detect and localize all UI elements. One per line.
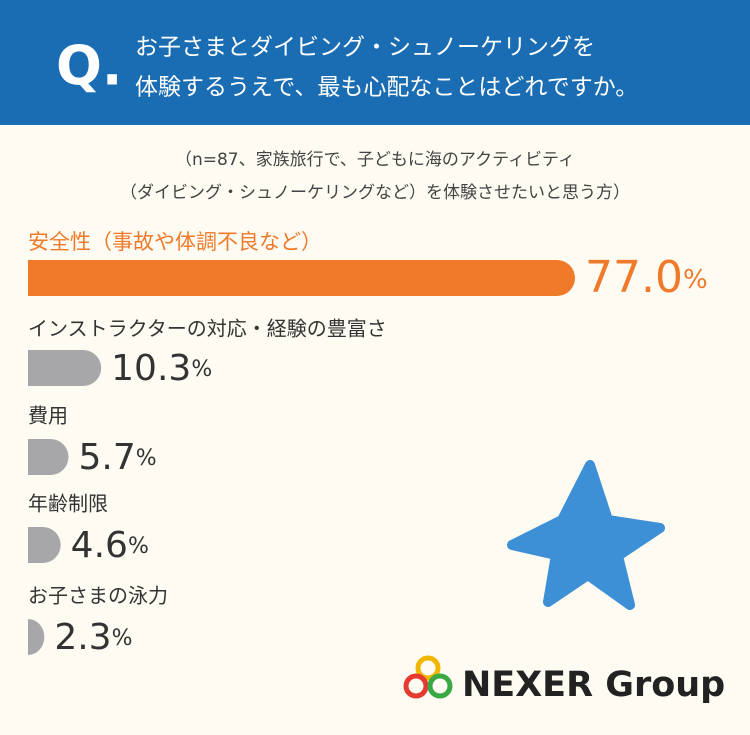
category-label: 費用: [28, 404, 68, 428]
value-number: 10.3: [111, 348, 191, 389]
value-number: 4.6: [71, 525, 128, 566]
value-label: 2.3%: [54, 617, 132, 658]
value-label: 10.3%: [111, 348, 212, 389]
category-label: 年齢制限: [28, 492, 108, 516]
bar: [28, 619, 45, 655]
logo-mark: [403, 655, 453, 699]
value-unit: %: [136, 446, 157, 471]
question-title: お子さまとダイビング・シュノーケリングを: [135, 35, 595, 61]
bar: [28, 439, 69, 475]
value-number: 5.7: [78, 437, 135, 478]
value-unit: %: [191, 357, 212, 382]
question-title: 体験するうえで、最も心配なことはどれですか。: [135, 75, 638, 101]
bar: [28, 260, 575, 296]
value-label: 4.6%: [71, 525, 149, 566]
value-unit: %: [128, 534, 149, 559]
value-number: 77.0: [585, 252, 683, 303]
subtitle: （ダイビング・シュノーケリングなど）を体験させたいと思う方）: [120, 183, 630, 203]
starfish: [507, 460, 665, 610]
category-label: お子さまの泳力: [28, 584, 168, 608]
value-label: 5.7%: [78, 437, 156, 478]
bar: [28, 350, 102, 386]
value-unit: %: [683, 265, 708, 295]
value-number: 2.3: [54, 617, 111, 658]
bar: [28, 527, 61, 563]
subtitle: （n=87、家族旅行で、子どもに海のアクティビティ: [175, 150, 575, 170]
value-unit: %: [112, 626, 133, 651]
header-band: [0, 0, 750, 125]
logo-text: NEXER Group: [462, 665, 725, 705]
value-label: 77.0%: [585, 252, 708, 303]
category-label: インストラクターの対応・経験の豊富さ: [28, 317, 387, 341]
category-label: 安全性（事故や体調不良など）: [28, 230, 322, 254]
question-label: Q.: [56, 35, 122, 98]
